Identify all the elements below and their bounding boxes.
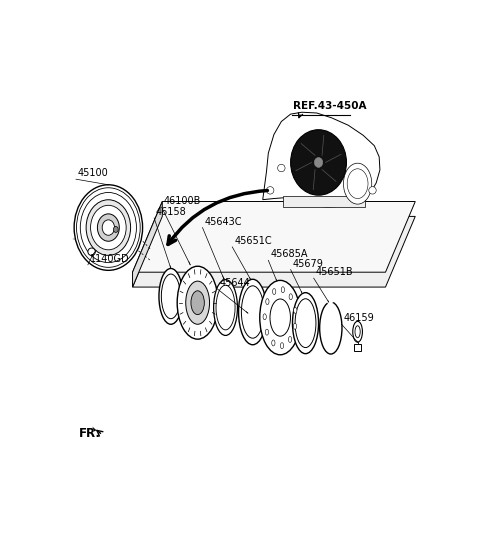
Ellipse shape <box>102 220 115 235</box>
Ellipse shape <box>263 314 266 320</box>
Bar <box>354 344 361 351</box>
Text: 45643C: 45643C <box>204 217 242 226</box>
Ellipse shape <box>293 323 297 329</box>
Ellipse shape <box>281 287 285 293</box>
Ellipse shape <box>177 266 218 339</box>
Ellipse shape <box>191 291 204 315</box>
Ellipse shape <box>266 299 269 305</box>
Ellipse shape <box>74 185 143 271</box>
Text: FR.: FR. <box>79 427 101 440</box>
Text: 45651B: 45651B <box>315 267 353 277</box>
Text: 1140GD: 1140GD <box>90 254 130 264</box>
Ellipse shape <box>355 326 360 337</box>
Ellipse shape <box>290 130 347 195</box>
Ellipse shape <box>273 288 276 294</box>
Ellipse shape <box>113 226 118 232</box>
Ellipse shape <box>344 163 372 204</box>
Polygon shape <box>92 426 96 431</box>
Text: 46100B: 46100B <box>163 196 201 206</box>
Ellipse shape <box>86 200 131 255</box>
Polygon shape <box>132 202 415 272</box>
Ellipse shape <box>76 188 140 267</box>
Polygon shape <box>132 216 415 287</box>
Ellipse shape <box>294 307 297 313</box>
Ellipse shape <box>369 186 376 194</box>
Ellipse shape <box>270 299 290 336</box>
Ellipse shape <box>239 279 267 345</box>
Ellipse shape <box>97 214 120 241</box>
Text: 45651C: 45651C <box>234 236 272 246</box>
Ellipse shape <box>272 340 275 346</box>
Text: 45644: 45644 <box>219 278 250 288</box>
Ellipse shape <box>260 280 300 355</box>
Polygon shape <box>283 196 365 207</box>
Text: REF.43-450A: REF.43-450A <box>292 100 366 110</box>
FancyArrowPatch shape <box>168 190 267 244</box>
Ellipse shape <box>186 281 210 324</box>
Ellipse shape <box>91 205 126 250</box>
Ellipse shape <box>161 274 180 319</box>
Ellipse shape <box>88 248 96 255</box>
Ellipse shape <box>347 169 368 198</box>
Ellipse shape <box>353 321 362 342</box>
Ellipse shape <box>266 186 274 194</box>
Ellipse shape <box>320 302 342 354</box>
Ellipse shape <box>277 164 285 172</box>
Ellipse shape <box>159 268 183 324</box>
Ellipse shape <box>289 294 292 300</box>
Ellipse shape <box>241 286 264 338</box>
Polygon shape <box>132 202 162 287</box>
Ellipse shape <box>80 192 136 262</box>
Ellipse shape <box>295 299 316 348</box>
Text: 45685A: 45685A <box>270 250 308 259</box>
Ellipse shape <box>214 280 238 335</box>
Text: 45679: 45679 <box>292 259 324 268</box>
Ellipse shape <box>265 329 268 335</box>
Ellipse shape <box>216 285 235 330</box>
Text: 46159: 46159 <box>344 313 374 323</box>
Ellipse shape <box>292 293 319 354</box>
Polygon shape <box>263 112 380 207</box>
Ellipse shape <box>314 157 323 168</box>
Ellipse shape <box>280 343 284 349</box>
Text: 46158: 46158 <box>156 207 187 217</box>
Ellipse shape <box>288 336 292 342</box>
Text: 45100: 45100 <box>78 168 108 178</box>
